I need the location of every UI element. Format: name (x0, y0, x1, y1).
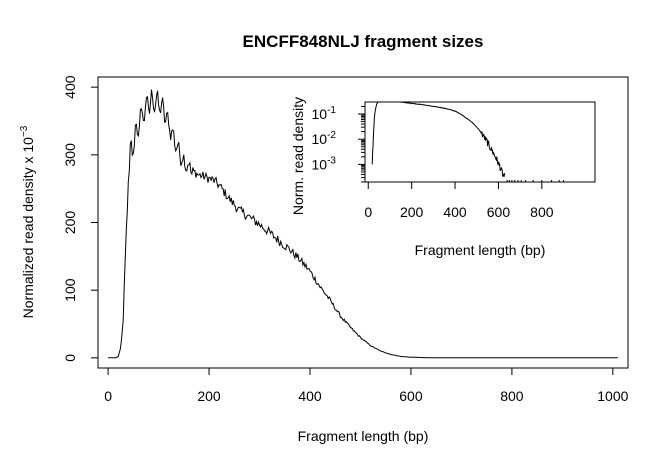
inset-x-tick-label: 200 (400, 204, 424, 220)
main-x-tick-label: 600 (399, 388, 423, 404)
main-y-axis-label: Normalized read density x 10−3 (19, 125, 36, 318)
inset-y-tick-base: 10 (312, 131, 328, 147)
inset-x-axis-label: Fragment length (bp) (415, 242, 546, 258)
main-x-tick-label: 0 (104, 388, 112, 404)
main-x-tick-label: 1000 (597, 388, 628, 404)
main-y-axis: 0 100 200 300 400 (62, 75, 99, 362)
main-x-tick-label: 400 (298, 388, 322, 404)
main-y-tick-label: 200 (62, 211, 78, 235)
chart-title: ENCFF848NLJ fragment sizes (243, 32, 484, 51)
main-y-tick-label: 100 (62, 278, 78, 302)
inset-x-tick-label: 600 (487, 204, 511, 220)
inset-x-tick-label: 800 (530, 204, 554, 220)
inset-y-tick-label: 10-2 (312, 130, 337, 147)
main-y-axis-label-exponent: −3 (19, 125, 30, 137)
inset-x-tick-label: 0 (364, 204, 372, 220)
main-y-axis-label-text: Normalized read density x 10 (20, 137, 36, 319)
inset-y-tick-label: 10-3 (312, 155, 337, 172)
main-series-line (108, 89, 618, 359)
inset-series-line (371, 101, 506, 178)
main-x-tick-label: 800 (500, 388, 524, 404)
inset-y-tick-base: 10 (312, 106, 328, 122)
main-x-axis-label: Fragment length (bp) (298, 428, 429, 444)
main-y-tick-label: 0 (62, 354, 78, 362)
main-y-tick-label: 400 (62, 75, 78, 99)
inset-y-axis-label: Norm. read density (290, 97, 306, 215)
inset-plot-box (364, 101, 596, 183)
inset-x-tick-label: 400 (443, 204, 467, 220)
inset-y-tick-exponent: -1 (327, 105, 336, 116)
inset-y-tick-exponent: -3 (327, 155, 336, 166)
inset-y-tick-label: 10-1 (312, 105, 337, 122)
inset-tail-points (506, 179, 565, 182)
main-y-tick-label: 300 (62, 143, 78, 167)
inset-x-axis: 0 200 400 600 800 (364, 181, 554, 220)
inset-y-tick-exponent: -2 (327, 130, 336, 141)
main-x-axis: 0 200 400 600 800 1000 (104, 367, 629, 404)
inset-y-tick-base: 10 (312, 156, 328, 172)
inset-y-axis: 10-110-210-3 (312, 105, 366, 183)
main-x-tick-label: 200 (197, 388, 221, 404)
